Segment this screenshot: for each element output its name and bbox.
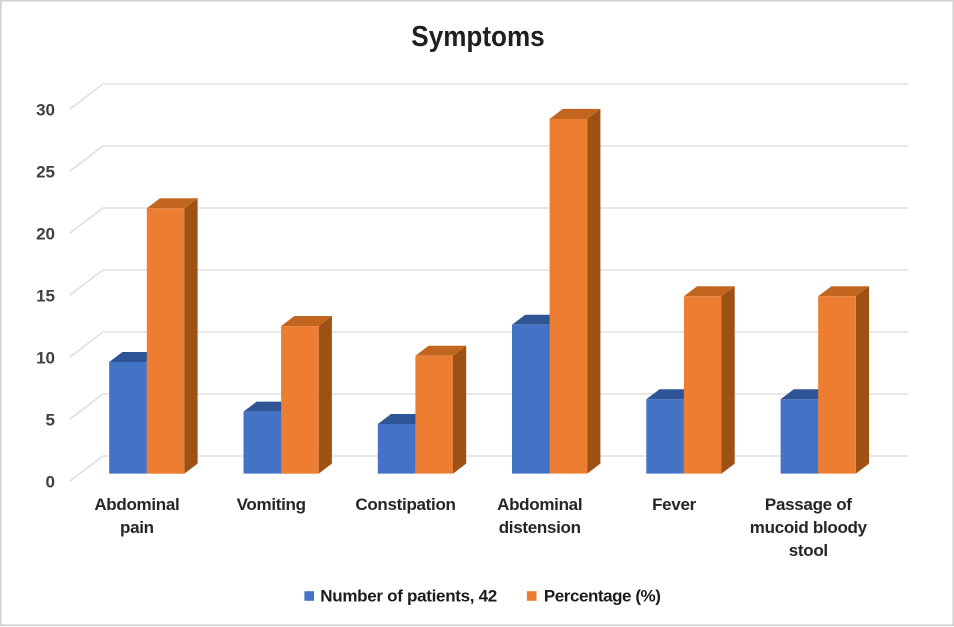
svg-text:stool: stool — [789, 541, 828, 560]
svg-text:Symptoms: Symptoms — [411, 20, 544, 53]
svg-text:30: 30 — [36, 101, 55, 120]
svg-text:15: 15 — [36, 287, 55, 306]
svg-text:0: 0 — [46, 473, 55, 492]
svg-text:Abdominal: Abdominal — [94, 495, 179, 514]
svg-text:5: 5 — [46, 411, 55, 430]
svg-text:mucoid bloody: mucoid bloody — [750, 518, 868, 537]
svg-text:25: 25 — [36, 163, 55, 182]
svg-text:20: 20 — [36, 225, 55, 244]
svg-text:distension: distension — [499, 518, 581, 537]
svg-text:Vomiting: Vomiting — [237, 495, 306, 514]
svg-text:Fever: Fever — [652, 495, 697, 514]
svg-text:pain: pain — [120, 518, 154, 537]
svg-text:Number of patients, 42: Number of patients, 42 — [320, 586, 497, 605]
svg-text:Abdominal: Abdominal — [497, 495, 582, 514]
svg-text:Passage of: Passage of — [765, 495, 852, 514]
svg-text:Percentage (%): Percentage (%) — [544, 586, 661, 605]
svg-text:Constipation: Constipation — [355, 495, 455, 514]
svg-text:10: 10 — [36, 349, 55, 368]
